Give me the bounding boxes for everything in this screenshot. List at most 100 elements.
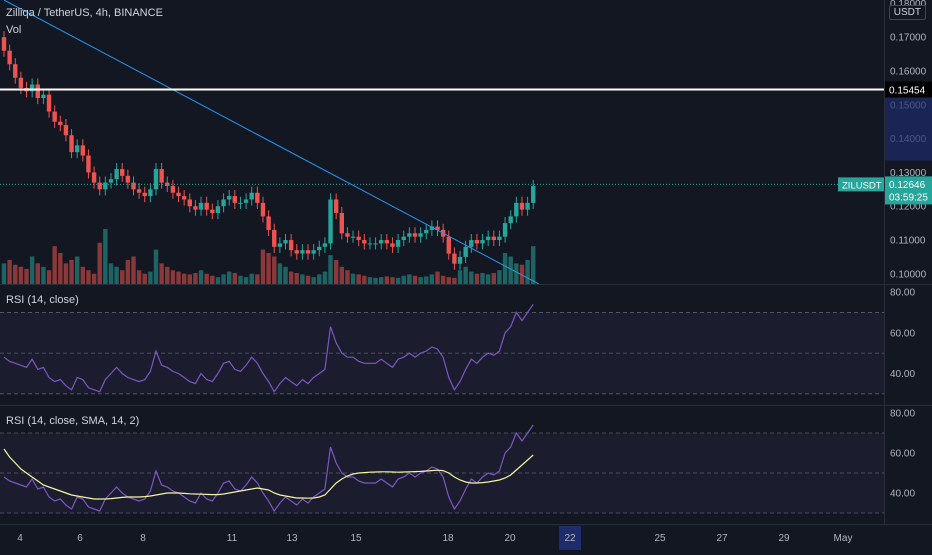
price-axis[interactable]: 0.180000.170000.160000.150000.140000.130…: [838, 0, 932, 280]
volume-bar: [508, 256, 513, 284]
volume-bar: [446, 277, 451, 284]
price-tick-label: 0.16000: [890, 67, 927, 78]
candle-body: [221, 199, 226, 207]
volume-bar: [418, 277, 423, 284]
rsi-axis-2[interactable]: 80.00 60.00 40.00: [890, 409, 915, 500]
time-tick-label: 6: [77, 533, 83, 544]
candle-body: [356, 236, 361, 241]
volume-bar: [424, 276, 429, 284]
candle-body: [97, 182, 102, 190]
price-pane[interactable]: [0, 0, 884, 285]
candle-body: [18, 77, 24, 88]
volume-bar: [69, 259, 74, 284]
candle-body: [114, 169, 119, 180]
candle-body: [52, 111, 57, 122]
candle-body: [311, 250, 316, 254]
candle-body: [424, 229, 429, 234]
price-tick-label: 0.13000: [890, 168, 927, 179]
candle-body: [497, 236, 502, 241]
rsi-title-1: RSI (14, close): [6, 294, 79, 306]
candle-body: [283, 240, 288, 244]
time-axis[interactable]: 4 6 8 11 13 15 18 20 22 25 27 29 May: [17, 526, 852, 550]
time-tick-label: 20: [504, 533, 516, 544]
candle-body: [508, 216, 513, 224]
currency-badge[interactable]: USDT: [888, 5, 926, 20]
candle-body: [350, 236, 356, 238]
candle-body: [328, 199, 333, 244]
candle-body: [232, 196, 238, 203]
volume-bar: [497, 270, 502, 284]
volume-bar: [24, 268, 29, 284]
volume-bar: [300, 274, 305, 284]
volume-bar: [452, 277, 457, 284]
volume-bar: [317, 274, 322, 284]
rsi-tick-label: 60.00: [890, 449, 915, 460]
candle-body: [108, 179, 114, 183]
candle-body: [474, 240, 480, 244]
volume-bar: [457, 270, 463, 284]
candle-body: [80, 145, 86, 156]
volume-bar: [97, 242, 102, 284]
volume-bar: [266, 253, 271, 284]
candle-body: [7, 50, 12, 65]
rsi-tick-label: 80.00: [890, 288, 915, 299]
volume-bar: [379, 277, 384, 284]
candle-body: [238, 202, 243, 204]
volume-bar: [367, 277, 373, 284]
volume-bar: [260, 249, 266, 284]
volume-bar: [356, 274, 361, 284]
candle-body: [91, 172, 97, 183]
volume-bar: [227, 271, 232, 284]
rsi-tick-label: 60.00: [890, 328, 915, 339]
rsi-title-2: RSI (14, close, SMA, 14, 2): [6, 415, 139, 427]
candle-body: [463, 246, 468, 257]
candle-body: [210, 209, 215, 213]
time-highlight: [559, 526, 581, 550]
volume-bar: [13, 264, 18, 284]
volume-bar: [41, 266, 46, 284]
candle-body: [260, 202, 266, 217]
volume-bar: [108, 263, 114, 284]
volume-bar: [373, 277, 378, 284]
rsi-axis-1[interactable]: 80.00 60.00 40.00: [890, 288, 915, 380]
time-tick-label: 25: [654, 533, 666, 544]
volume-bar: [531, 246, 536, 284]
volume-bar: [46, 270, 52, 284]
time-tick-label: 22: [564, 533, 576, 544]
chart-title: Zilliqa / TetherUS, 4h, BINANCE: [6, 7, 163, 19]
volume-bar: [255, 274, 260, 284]
rsi-tick-label: 40.00: [890, 489, 915, 500]
candle-body: [407, 233, 412, 237]
candle-body: [35, 84, 40, 99]
price-tick-label: 0.11000: [890, 236, 926, 247]
price-tick-label: 0.18000: [890, 0, 927, 10]
candle-body: [390, 243, 395, 247]
volume-bar: [159, 263, 164, 284]
candle-body: [362, 240, 367, 244]
candle-body: [401, 236, 406, 241]
candle-body: [255, 192, 260, 203]
volume-bar: [305, 275, 311, 284]
candle-body: [120, 169, 125, 176]
symbol-label-bg: [838, 177, 884, 192]
volume-bar: [514, 263, 519, 284]
volume-bar: [469, 271, 474, 284]
candle-body: [215, 206, 221, 213]
volume-bar: [288, 271, 294, 284]
candle-body: [519, 202, 525, 210]
candle-body: [153, 169, 159, 190]
candle-body: [29, 84, 35, 92]
volume-bar: [463, 266, 468, 284]
volume-bar: [294, 273, 299, 284]
candle-body: [136, 189, 142, 193]
volume-bar: [193, 273, 198, 284]
rsi-pane-2[interactable]: [0, 424, 884, 514]
volume-bar: [412, 275, 418, 284]
volume-bar: [176, 271, 181, 284]
level-label: 0.15454: [889, 85, 926, 96]
volume-bar: [249, 273, 254, 284]
rsi-pane-1[interactable]: [0, 303, 884, 395]
candle-body: [13, 64, 18, 78]
time-tick-label: May: [834, 533, 853, 544]
